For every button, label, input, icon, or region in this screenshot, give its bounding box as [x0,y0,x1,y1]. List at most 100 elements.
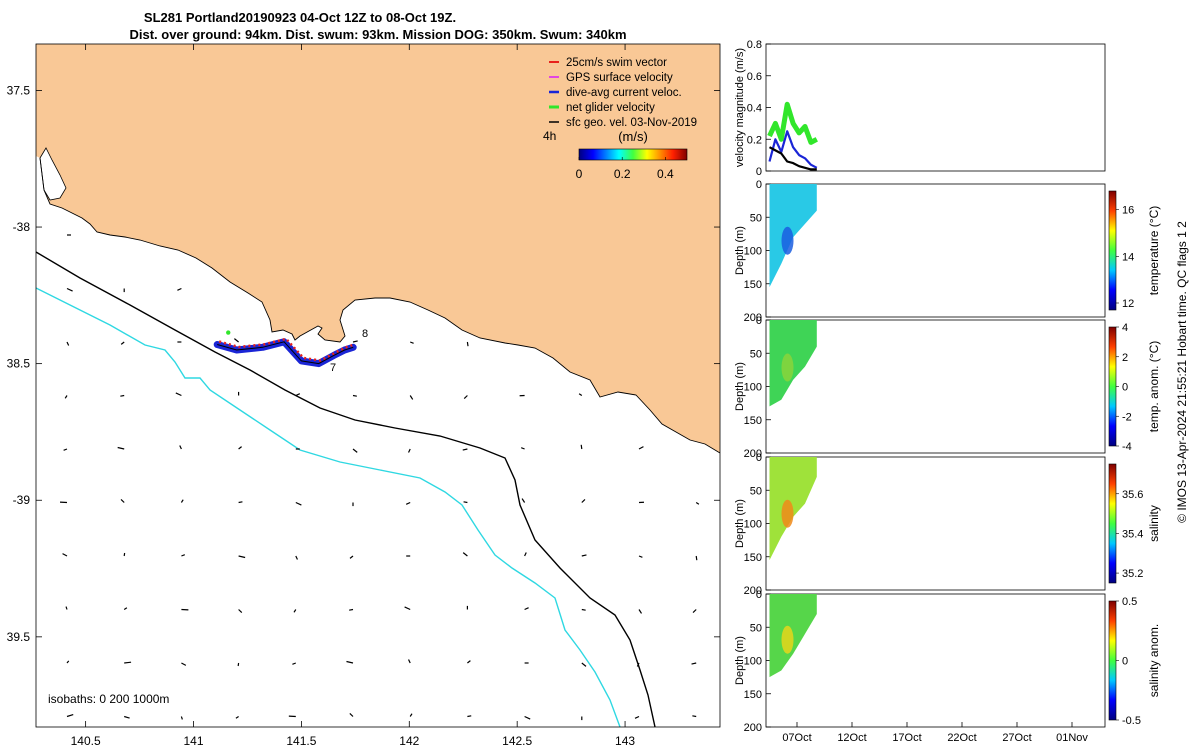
depth-tick-label: 0 [756,315,762,327]
colorbar-label: salinity [1147,505,1161,542]
sfc-geo-arrow [467,716,471,717]
colorbar-tick-label: -2 [1122,411,1132,423]
depth-tick-label: 100 [744,246,762,258]
map-ytick-label: 38.5 [7,357,31,371]
sfc-geo-arrow [692,716,696,717]
sfc-geo-arrow [464,502,468,503]
depth-tick-label: 100 [744,519,762,531]
sfc-geo-arrow [582,610,586,611]
map-ytick-label: -39 [13,493,31,507]
map-xtick-label: 141 [183,734,203,748]
depth-tick-label: 100 [744,382,762,394]
sfc-geo-arrow [467,342,468,346]
sfc-geo-arrow [581,445,582,449]
svg-text:net glider velocity: net glider velocity [566,102,655,114]
colorbar-tick-label: 0.5 [1122,596,1137,608]
time-tick-label: 01Nov [1056,732,1088,744]
depth-tick-label: 0 [756,179,762,191]
colorbar-tick-label: -0.5 [1122,715,1141,727]
velocity-ytick-label: 0.6 [747,71,762,83]
depth-ylabel: Depth (m) [734,499,746,548]
time-tick-label: 17Oct [892,732,921,744]
sfc-geo-arrow [124,662,131,663]
colorbar-unit: (m/s) [618,129,648,144]
profile-data-accent [782,227,794,255]
velocity-ytick-label: 0.8 [747,39,762,51]
profile-colorbar [1109,191,1116,310]
timestep-label: 4h [543,129,556,143]
depth-ylabel: Depth (m) [734,362,746,411]
colorbar-tick-label: 35.2 [1122,568,1143,580]
legend-item-swim-vector: 25cm/s swim vector [549,57,667,69]
map-ytick-label: 37.5 [7,83,31,97]
map-ytick-label: 39.5 [7,630,31,644]
sfc-geo-arrow [696,556,697,560]
colorbar-label: temp. anom. (°C) [1147,341,1161,433]
velocity-ylabel: velocity magnitude (m/s) [734,48,746,167]
profile-panel-frame [766,184,1105,317]
map-xtick-label: 140.5 [71,734,101,748]
speed-colorbar-tick-label: 0.4 [657,167,674,181]
legend-item-dive-avg-current: dive-avg current veloc. [549,87,682,99]
sfc-geo-arrow [349,610,353,611]
colorbar-label: salinity anom. [1147,624,1161,697]
profile-data-accent [782,500,794,528]
map-ytick-label: -38 [13,220,31,234]
track-day-label-8: 8 [362,328,368,340]
velocity-ytick-label: 0.2 [747,134,762,146]
depth-tick-label: 50 [750,485,762,497]
title-line-2: Dist. over ground: 94km. Dist. swum: 93k… [129,27,626,42]
map-xtick-label: 142 [399,734,419,748]
depth-tick-label: 200 [744,722,762,734]
depth-tick-label: 50 [750,348,762,360]
profile-data-accent [782,354,794,382]
speed-colorbar-tick-label: 0 [576,167,583,181]
colorbar-tick-label: -4 [1122,441,1132,453]
track-day-label-7: 7 [330,362,336,374]
profile-colorbar [1109,464,1116,583]
legend-item-sfc-geo-vel: sfc geo. vel. 03-Nov-2019 [549,117,697,129]
colorbar-tick-label: 16 [1122,205,1134,217]
profile-panel-frame [766,457,1105,590]
depth-tick-label: 150 [744,689,762,701]
sfc-geo-arrow [239,502,243,503]
depth-tick-label: 50 [750,622,762,634]
svg-text:dive-avg current veloc.: dive-avg current veloc. [566,87,682,99]
depth-tick-label: 100 [744,656,762,668]
colorbar-tick-label: 0 [1122,382,1128,394]
depth-tick-label: 150 [744,279,762,291]
depth-ylabel: Depth (m) [734,226,746,275]
speed-colorbar [579,149,687,160]
time-tick-label: 27Oct [1002,732,1031,744]
time-tick-label: 07Oct [782,732,811,744]
depth-ylabel: Depth (m) [734,636,746,685]
map-xtick-label: 141.5 [286,734,316,748]
colorbar-tick-label: 12 [1122,298,1134,310]
colorbar-tick-label: 0 [1122,656,1128,668]
depth-tick-label: 150 [744,552,762,564]
depth-tick-label: 150 [744,415,762,427]
colorbar-tick-label: 2 [1122,352,1128,364]
time-tick-label: 12Oct [837,732,866,744]
profile-colorbar [1109,327,1116,446]
profile-data-accent [782,626,794,654]
copyright-footer: © IMOS 13-Apr-2024 21:55:21 Hobart time.… [1175,221,1189,523]
colorbar-tick-label: 35.4 [1122,528,1143,540]
depth-tick-label: 0 [756,452,762,464]
title-line-1: SL281 Portland20190923 04-Oct 12Z to 08-… [144,10,456,25]
profile-panel-frame [766,594,1105,727]
speed-colorbar-tick-label: 0.2 [614,167,631,181]
track-start-marker [226,330,230,334]
svg-text:25cm/s swim vector: 25cm/s swim vector [566,57,667,69]
svg-text:GPS surface velocity: GPS surface velocity [566,72,673,84]
colorbar-tick-label: 4 [1122,322,1128,334]
depth-tick-label: 0 [756,589,762,601]
profile-colorbar [1109,601,1116,720]
colorbar-label: temperature (°C) [1147,206,1161,296]
depth-tick-label: 50 [750,212,762,224]
legend-item-gps-velocity: GPS surface velocity [549,72,673,84]
